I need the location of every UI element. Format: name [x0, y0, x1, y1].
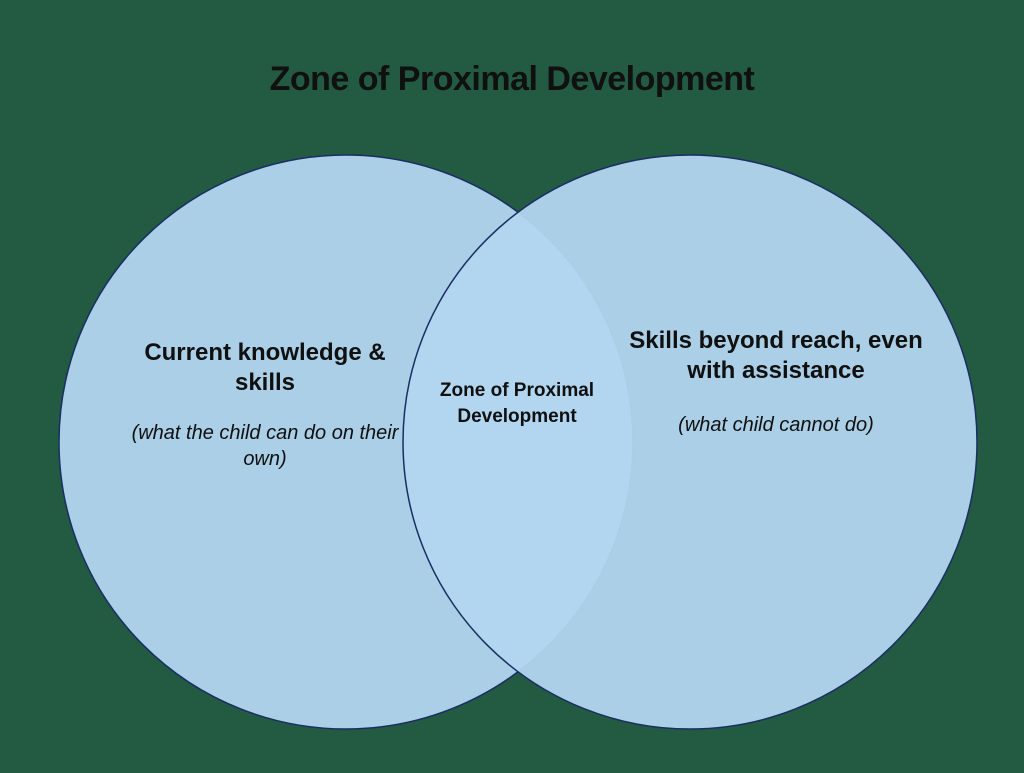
right-region-heading: Skills beyond reach, even with assistanc… — [626, 326, 926, 386]
right-region-subtext: (what child cannot do) — [626, 412, 926, 438]
right-circle — [403, 155, 977, 729]
center-overlap-label: Zone of Proximal Development — [436, 378, 598, 429]
right-region-label: Skills beyond reach, even with assistanc… — [626, 326, 926, 438]
left-region-label: Current knowledge & skills (what the chi… — [120, 338, 410, 472]
left-region-heading: Current knowledge & skills — [120, 338, 410, 398]
left-region-subtext: (what the child can do on their own) — [120, 420, 410, 472]
